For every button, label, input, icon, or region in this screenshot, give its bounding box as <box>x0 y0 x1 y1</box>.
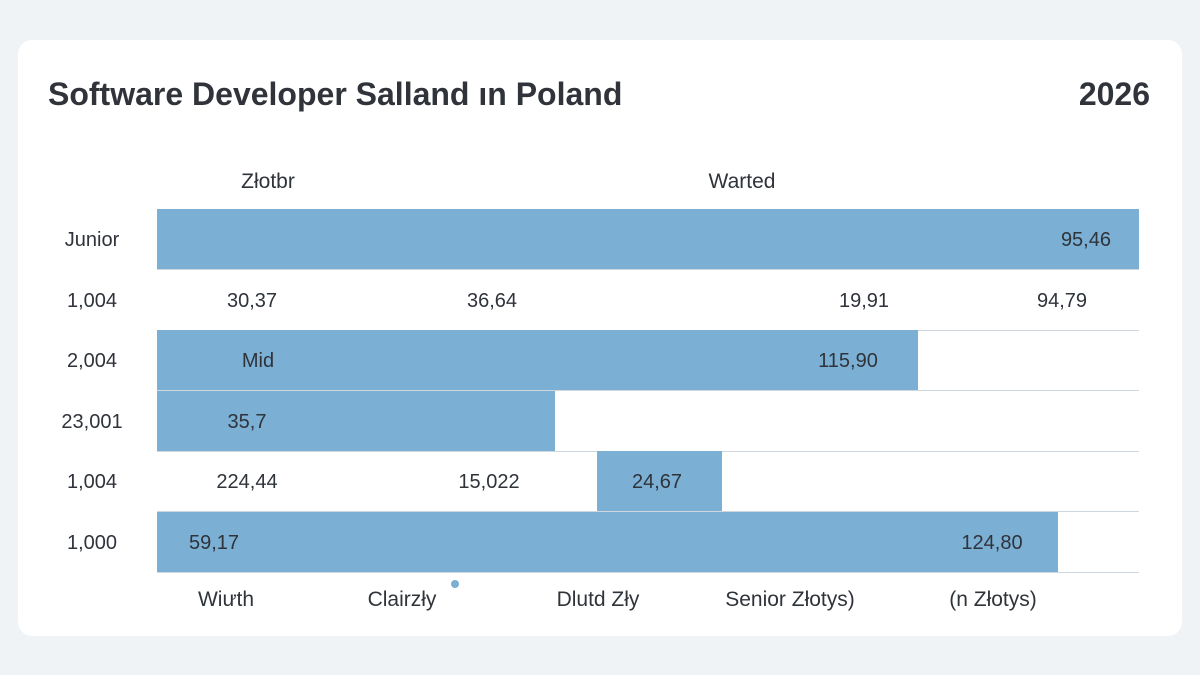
footer-label: Senior Złotys) <box>725 588 855 611</box>
bar <box>597 451 722 511</box>
row-labels: Junior 1,004 2,004 23,001 1,004 1,000 <box>61 229 122 554</box>
cell-value: 59,17 <box>189 532 239 554</box>
footer-labels: Wiưth Clairzły Dlutd Zły Senior Złotys) (n Z… <box>198 588 1037 611</box>
cell-value: 35,7 <box>228 411 267 433</box>
row-label: 23,001 <box>61 411 122 433</box>
chart-year: 2026 <box>1078 76 1150 112</box>
column-header: Złotbr <box>241 170 295 193</box>
cell-value: Mid <box>242 350 274 372</box>
cell-value: 94,79 <box>1037 290 1087 312</box>
cell-value: 15,022 <box>458 471 519 493</box>
footer-label: Dlutd Zły <box>557 588 640 611</box>
footer-label: Wiưth <box>198 588 254 611</box>
footer-label: (n Złotys) <box>949 588 1037 611</box>
chart-title: Software Developer Salland ın Poland <box>48 76 623 112</box>
marker-dot <box>451 580 459 588</box>
row-label: 1,004 <box>67 471 117 493</box>
row-label: Junior <box>65 229 120 251</box>
cell-value: 19,91 <box>839 290 889 312</box>
cell-value: 115,90 <box>818 350 878 372</box>
column-header: Warted <box>709 170 776 193</box>
bars <box>157 209 1139 572</box>
bar <box>157 330 918 390</box>
row-label: 2,004 <box>67 350 117 372</box>
bar <box>157 391 555 451</box>
row-label: 1,000 <box>67 532 117 554</box>
column-headers: Złotbr Warted <box>241 170 775 193</box>
bar <box>157 209 1139 269</box>
cell-values: 95,46 30,37 36,64 19,91 94,79 Mid 115,90 35,7 22… <box>189 229 1111 554</box>
footer-label: Clairzły <box>368 588 437 611</box>
cell-value: 95,46 <box>1061 229 1111 251</box>
cell-value: 24,67 <box>632 471 682 493</box>
cell-value: 36,64 <box>467 290 517 312</box>
bar <box>157 512 1058 572</box>
cell-value: 224,44 <box>216 471 277 493</box>
row-label: 1,004 <box>67 290 117 312</box>
cell-value: 30,37 <box>227 290 277 312</box>
cell-value: 124,80 <box>961 532 1022 554</box>
